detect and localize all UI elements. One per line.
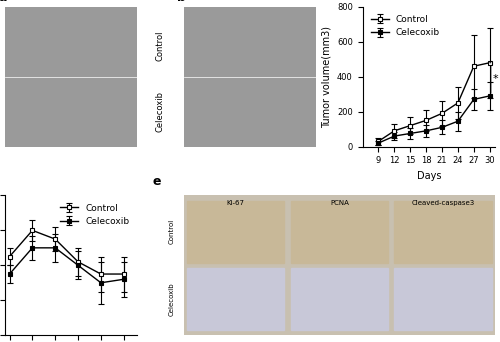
Text: e: e — [152, 175, 161, 188]
Bar — [187, 201, 284, 263]
Text: *: * — [492, 74, 498, 84]
Bar — [187, 268, 284, 330]
Text: Celecoxib: Celecoxib — [156, 91, 164, 132]
Text: Cleaved-caspase3: Cleaved-caspase3 — [412, 200, 475, 206]
Bar — [394, 268, 492, 330]
Text: Celecoxib: Celecoxib — [168, 282, 174, 316]
Text: PCNA: PCNA — [330, 200, 349, 206]
Bar — [394, 201, 492, 263]
Legend: Control, Celecoxib: Control, Celecoxib — [56, 200, 133, 230]
Text: Control: Control — [156, 31, 164, 61]
Text: Ki-67: Ki-67 — [226, 200, 244, 206]
Text: b: b — [177, 0, 186, 4]
X-axis label: Days: Days — [416, 171, 441, 181]
Bar — [290, 268, 388, 330]
Text: a: a — [0, 0, 7, 4]
Y-axis label: Tumor volume(mm3): Tumor volume(mm3) — [322, 26, 332, 128]
Bar — [290, 201, 388, 263]
Legend: Control, Celecoxib: Control, Celecoxib — [367, 11, 444, 41]
Text: Control: Control — [168, 219, 174, 245]
